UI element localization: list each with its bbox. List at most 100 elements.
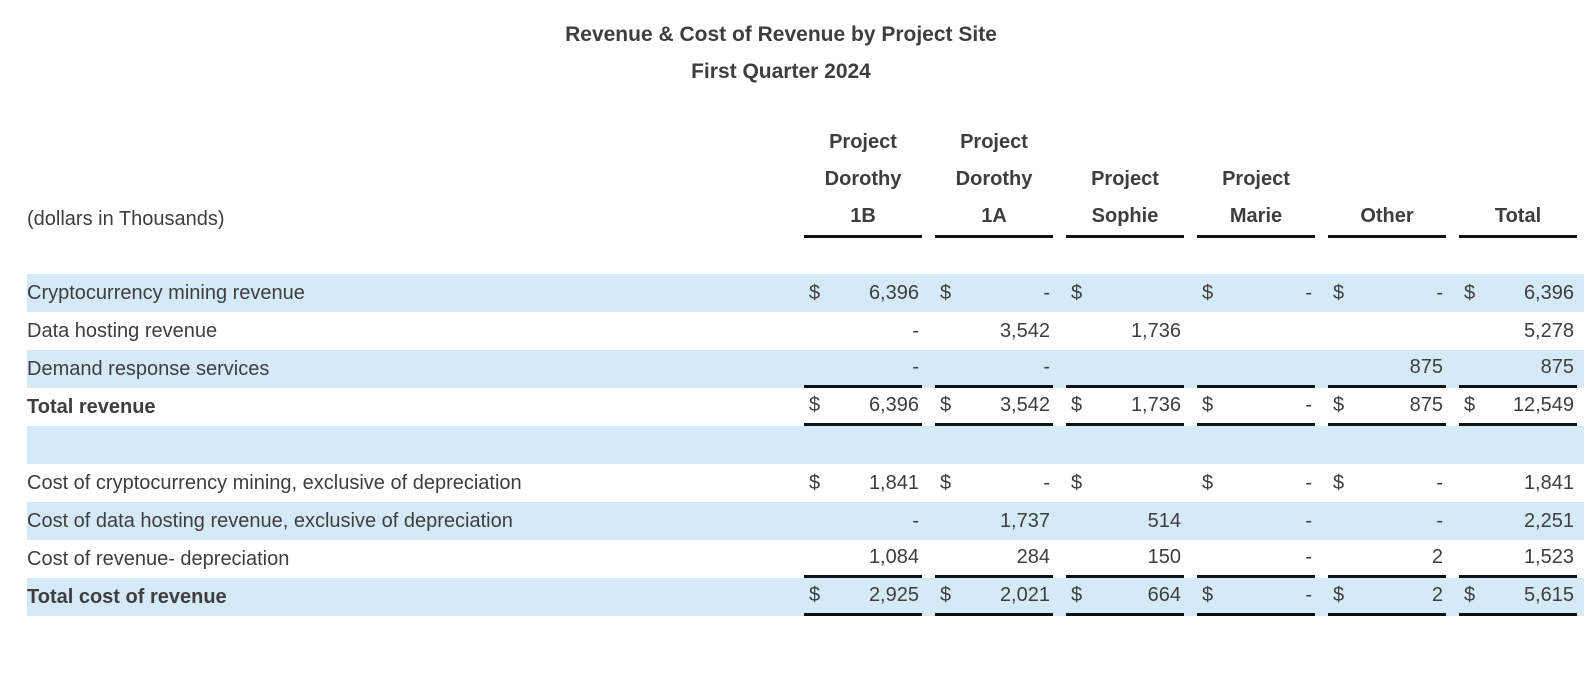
cell-dollar-sign: $ (1464, 584, 1476, 606)
row-label: Total revenue (27, 395, 156, 418)
cell-dollar-sign: $ (1202, 394, 1214, 416)
cell-dollar-sign: $ (940, 584, 952, 606)
cell: $ 2 (1328, 578, 1446, 616)
column-header-line (1328, 124, 1446, 161)
table-row: Cryptocurrency mining revenue $ 6,396 $ … (27, 274, 1584, 312)
header-label-cell: (dollars in Thousands) (27, 124, 791, 238)
row-label (27, 426, 791, 464)
cell: 1,736 (1066, 312, 1184, 350)
cell-value: 284 (1016, 546, 1050, 568)
cell-dollar-sign: $ (809, 471, 821, 494)
cell-value: - (912, 356, 919, 378)
cell-value: 3,542 (999, 394, 1050, 416)
cell: $ - (1197, 274, 1315, 312)
cell-value: 1,523 (1523, 546, 1574, 568)
cell-dollar-sign: $ (1333, 584, 1345, 606)
cell: $ 1,736 (1066, 388, 1184, 426)
cell-value: 2,925 (868, 584, 919, 606)
column-header: Project Dorothy 1B (804, 124, 922, 238)
cell-dollar-sign: $ (1202, 471, 1214, 494)
cell: 514 (1066, 502, 1184, 540)
cell: 1,084 (804, 540, 922, 578)
column-header: Total (1459, 124, 1577, 238)
column-header: Project Marie (1197, 124, 1315, 238)
column-header-line: Other (1360, 205, 1414, 227)
column-header-line (1197, 124, 1315, 161)
cell-value: - (1305, 471, 1312, 494)
column-header-line (1066, 124, 1184, 161)
cell-value: 2 (1431, 584, 1443, 606)
cell-dollar-sign: $ (940, 394, 952, 416)
column-header-line: Project (1222, 168, 1290, 190)
cell-value: 1,736 (1130, 319, 1181, 342)
cell (1197, 426, 1315, 464)
cell: $ 3,542 (935, 388, 1053, 426)
cell-dollar-sign: $ (1071, 281, 1083, 304)
cell: $ - (1328, 464, 1446, 502)
cell: 1,841 (1459, 464, 1577, 502)
cell-value: 2,021 (999, 584, 1050, 606)
table-row: Demand response services - - 875 875 (27, 350, 1584, 388)
revenue-cost-table: (dollars in Thousands) Project Dorothy 1… (27, 124, 1584, 616)
row-label: Cost of data hosting revenue, exclusive … (27, 509, 513, 532)
cell (1066, 350, 1184, 388)
cell-dollar-sign: $ (1071, 471, 1083, 494)
cell: 1,737 (935, 502, 1053, 540)
cell-dollar-sign: $ (1071, 584, 1083, 606)
cell: - (804, 312, 922, 350)
cell: $ 875 (1328, 388, 1446, 426)
column-header: Project Dorothy 1A (935, 124, 1053, 238)
cell-value: 5,278 (1523, 319, 1574, 342)
column-header-line: Sophie (1091, 205, 1159, 227)
table-row: Total cost of revenue $ 2,925 $ 2,021 $ … (27, 578, 1584, 616)
cell-value: 1,737 (999, 509, 1050, 532)
column-header: Project Sophie (1066, 124, 1184, 238)
table-row: Total revenue $ 6,396 $ 3,542 $ 1,736 $ … (27, 388, 1584, 426)
column-header-line: Project (1091, 168, 1159, 190)
cell: 2 (1328, 540, 1446, 578)
cell: $ 1,841 (804, 464, 922, 502)
cell: $ - (935, 274, 1053, 312)
cell-value: 6,396 (868, 281, 919, 304)
cell-dollar-sign: $ (809, 584, 821, 606)
cell (1459, 426, 1577, 464)
cell-value: 6,396 (868, 394, 919, 416)
cell-value: - (1043, 356, 1050, 378)
row-label: Total cost of revenue (27, 585, 227, 608)
page-title: Revenue & Cost of Revenue by Project Sit… (565, 23, 997, 46)
report-title-block: Revenue & Cost of Revenue by Project Sit… (0, 16, 1562, 90)
cell-dollar-sign: $ (809, 394, 821, 416)
cell-dollar-sign: $ (1202, 281, 1214, 304)
cell-value: 6,396 (1523, 281, 1574, 304)
cell-value: 12,549 (1512, 394, 1574, 416)
cell: $ - (1328, 274, 1446, 312)
cell-value: 2,251 (1523, 509, 1574, 532)
column-header-line: Marie (1229, 205, 1283, 227)
cell: - (804, 350, 922, 388)
cell-value: - (1305, 584, 1312, 606)
column-header-line (1459, 124, 1577, 161)
cell: 2,251 (1459, 502, 1577, 540)
cell: - (1197, 502, 1315, 540)
column-header-line: Dorothy (824, 168, 902, 190)
cell-dollar-sign: $ (1464, 394, 1476, 416)
cell: 3,542 (935, 312, 1053, 350)
cell-dollar-sign: $ (1333, 471, 1345, 494)
cell: - (804, 502, 922, 540)
table-row: Data hosting revenue - 3,542 1,736 5,278 (27, 312, 1584, 350)
cell: $ 12,549 (1459, 388, 1577, 426)
column-header-line (1328, 161, 1446, 198)
cell-value: 664 (1147, 584, 1181, 606)
cell-value: 875 (1540, 356, 1574, 378)
cell (1197, 312, 1315, 350)
cell-value: - (912, 509, 919, 532)
cell: $ 6,396 (804, 274, 922, 312)
table-row: Cost of data hosting revenue, exclusive … (27, 502, 1584, 540)
cell-dollar-sign: $ (1333, 394, 1345, 416)
cell: - (1328, 502, 1446, 540)
cell (804, 426, 922, 464)
cell-value: 3,542 (999, 319, 1050, 342)
cell: $ (1066, 274, 1184, 312)
column-header: Other (1328, 124, 1446, 238)
